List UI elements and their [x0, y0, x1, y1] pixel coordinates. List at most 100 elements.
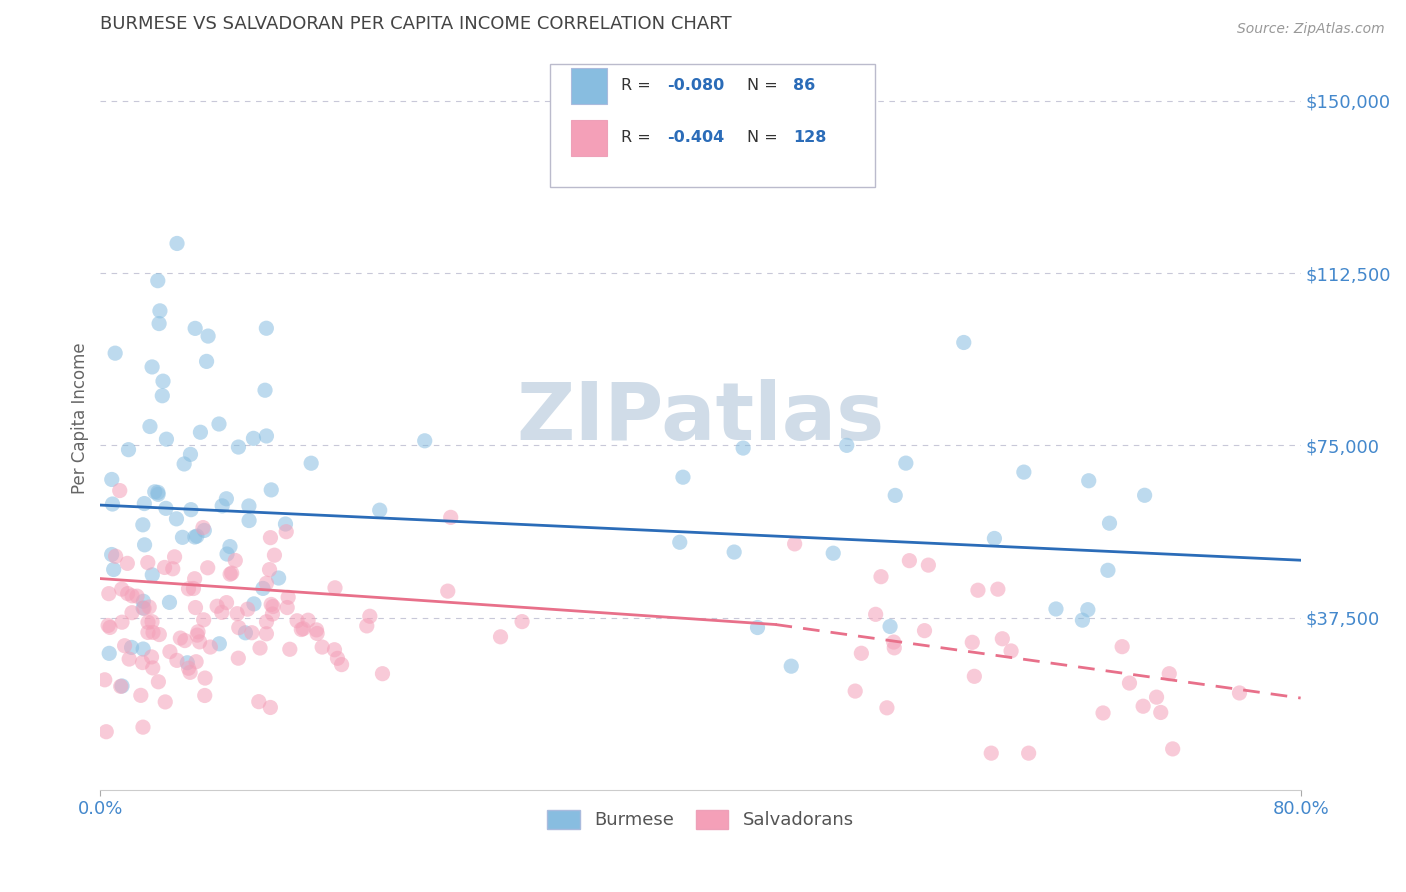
Point [211, 499, 233, 513]
Point [221, 566, 243, 581]
Point [851, 646, 873, 660]
Point [723, 545, 745, 559]
Point [117, 586, 139, 600]
Point [146, 485, 169, 500]
Point [184, 321, 207, 335]
Point [166, 236, 188, 251]
Point [153, 560, 176, 574]
Point [193, 613, 215, 627]
Point [983, 532, 1005, 546]
Point [259, 563, 281, 577]
Point [274, 516, 297, 531]
Point [865, 607, 887, 622]
Point [252, 582, 274, 596]
Text: BURMESE VS SALVADORAN PER CAPITA INCOME CORRELATION CHART: BURMESE VS SALVADORAN PER CAPITA INCOME … [100, 15, 733, 33]
Point [323, 642, 346, 657]
Point [238, 499, 260, 513]
Point [672, 470, 695, 484]
Point [371, 666, 394, 681]
Point [208, 417, 231, 431]
Point [262, 599, 284, 614]
Point [97, 587, 120, 601]
Point [1077, 602, 1099, 616]
Point [104, 346, 127, 360]
Point [141, 649, 163, 664]
Point [254, 321, 277, 335]
Point [952, 335, 974, 350]
Point [163, 549, 186, 564]
Point [166, 512, 188, 526]
Point [180, 502, 202, 516]
Point [117, 442, 139, 457]
Point [835, 438, 858, 452]
Point [510, 615, 533, 629]
Point [100, 473, 122, 487]
Point [236, 602, 259, 616]
Point [111, 582, 134, 596]
Point [326, 651, 349, 665]
Text: Source: ZipAtlas.com: Source: ZipAtlas.com [1237, 22, 1385, 37]
Point [129, 689, 152, 703]
Point [125, 589, 148, 603]
Point [190, 425, 212, 440]
Point [228, 440, 250, 454]
Point [262, 607, 284, 621]
Point [876, 701, 898, 715]
Point [668, 535, 690, 549]
Point [783, 537, 806, 551]
Point [215, 596, 238, 610]
Point [136, 625, 159, 640]
Point [103, 562, 125, 576]
Point [440, 510, 463, 524]
Point [159, 595, 181, 609]
Point [247, 695, 270, 709]
Point [224, 553, 246, 567]
Point [197, 561, 219, 575]
Point [1045, 602, 1067, 616]
Point [276, 524, 298, 539]
Point [219, 540, 242, 554]
Point [215, 547, 238, 561]
Point [132, 601, 155, 615]
Point [489, 630, 512, 644]
Point [259, 531, 281, 545]
Text: N =: N = [748, 130, 783, 145]
Point [101, 497, 124, 511]
Point [823, 546, 845, 560]
Point [136, 615, 159, 630]
Point [1092, 706, 1115, 720]
Point [238, 514, 260, 528]
Point [131, 656, 153, 670]
Point [117, 557, 139, 571]
Point [148, 674, 170, 689]
Y-axis label: Per Capita Income: Per Capita Income [72, 342, 89, 493]
Point [141, 567, 163, 582]
Point [143, 484, 166, 499]
Point [359, 609, 381, 624]
Point [987, 582, 1010, 597]
Point [134, 497, 156, 511]
Point [733, 441, 755, 455]
Point [183, 582, 205, 596]
Point [162, 562, 184, 576]
Point [169, 631, 191, 645]
Point [1161, 742, 1184, 756]
Point [292, 622, 315, 636]
Point [208, 637, 231, 651]
Point [215, 491, 238, 506]
Point [228, 621, 250, 635]
Point [177, 661, 200, 675]
Point [149, 303, 172, 318]
Point [278, 642, 301, 657]
Point [256, 615, 278, 629]
Point [93, 673, 115, 687]
Point [184, 600, 207, 615]
Point [219, 567, 242, 582]
Point [142, 625, 165, 640]
Point [883, 640, 905, 655]
Point [98, 620, 121, 634]
Point [1132, 699, 1154, 714]
Point [226, 651, 249, 665]
Point [132, 594, 155, 608]
Point [290, 623, 312, 637]
